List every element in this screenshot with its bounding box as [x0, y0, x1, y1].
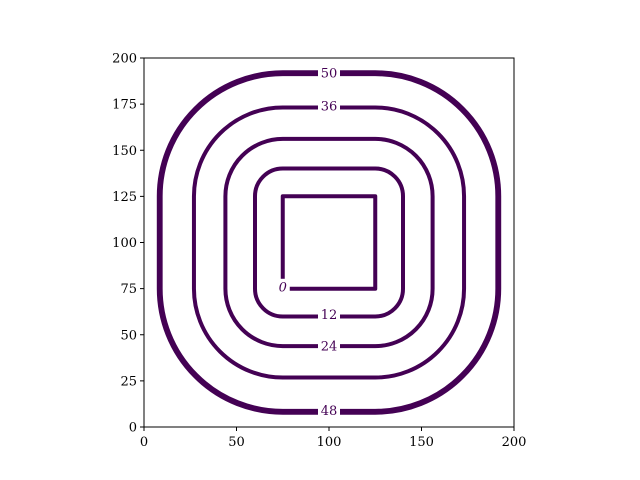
y-tick-label: 200	[112, 52, 137, 67]
y-tick-label: 50	[120, 328, 137, 343]
x-tick-label: 150	[409, 435, 434, 450]
contour-label-12: 12	[321, 308, 338, 323]
x-tick-label: 50	[228, 435, 245, 450]
contour-label-0: 0	[279, 280, 287, 295]
contour-label-36: 36	[321, 99, 338, 114]
y-tick-label: 0	[129, 421, 137, 436]
x-tick-label: 0	[140, 435, 148, 450]
contour-lines	[159, 72, 499, 412]
contour-line-50	[159, 72, 499, 412]
y-tick-label: 25	[120, 374, 137, 389]
y-axis: 0 25 50 75 100 125 150 175 200	[112, 52, 144, 436]
contour-label-48: 48	[321, 404, 338, 419]
contour-labels: 0 12 24 36 48 50	[276, 65, 340, 419]
contour-line-36	[194, 107, 464, 377]
contour-line-48	[161, 74, 498, 411]
x-tick-label: 200	[502, 435, 527, 450]
x-tick-label: 100	[317, 435, 342, 450]
contour-label-50: 50	[321, 66, 338, 81]
y-tick-label: 75	[120, 282, 137, 297]
y-tick-label: 125	[112, 190, 137, 205]
x-axis: 0 50 100 150 200	[140, 427, 527, 450]
y-tick-label: 175	[112, 98, 137, 113]
y-tick-label: 150	[112, 144, 137, 159]
contour-line-0	[283, 196, 376, 289]
contour-label-24: 24	[321, 339, 338, 354]
y-tick-label: 100	[112, 236, 137, 251]
